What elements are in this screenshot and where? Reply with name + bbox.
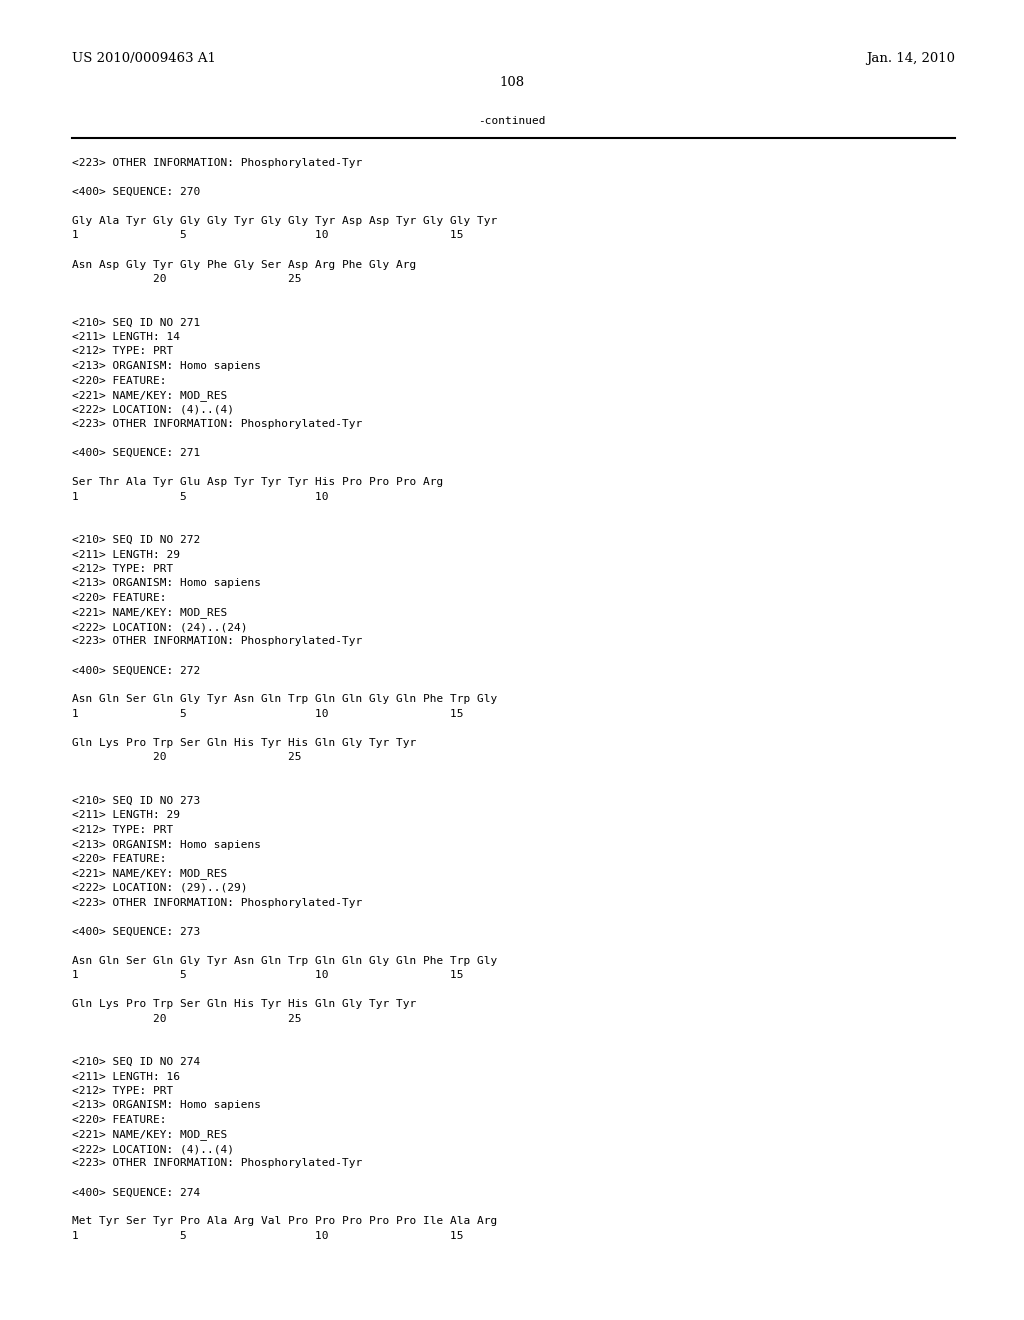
Text: <221> NAME/KEY: MOD_RES: <221> NAME/KEY: MOD_RES <box>72 607 227 618</box>
Text: -continued: -continued <box>478 116 546 125</box>
Text: 108: 108 <box>500 77 524 88</box>
Text: <222> LOCATION: (29)..(29): <222> LOCATION: (29)..(29) <box>72 883 248 894</box>
Text: <220> FEATURE:: <220> FEATURE: <box>72 375 167 385</box>
Text: <222> LOCATION: (4)..(4): <222> LOCATION: (4)..(4) <box>72 404 234 414</box>
Text: <210> SEQ ID NO 271: <210> SEQ ID NO 271 <box>72 318 201 327</box>
Text: <223> OTHER INFORMATION: Phosphorylated-Tyr: <223> OTHER INFORMATION: Phosphorylated-… <box>72 158 362 168</box>
Text: 1               5                   10                  15: 1 5 10 15 <box>72 1232 464 1241</box>
Text: <400> SEQUENCE: 271: <400> SEQUENCE: 271 <box>72 447 201 458</box>
Text: <221> NAME/KEY: MOD_RES: <221> NAME/KEY: MOD_RES <box>72 389 227 401</box>
Text: <400> SEQUENCE: 274: <400> SEQUENCE: 274 <box>72 1188 201 1197</box>
Text: Met Tyr Ser Tyr Pro Ala Arg Val Pro Pro Pro Pro Pro Ile Ala Arg: Met Tyr Ser Tyr Pro Ala Arg Val Pro Pro … <box>72 1217 498 1226</box>
Text: 1               5                   10                  15: 1 5 10 15 <box>72 709 464 719</box>
Text: <211> LENGTH: 29: <211> LENGTH: 29 <box>72 810 180 821</box>
Text: <212> TYPE: PRT: <212> TYPE: PRT <box>72 564 173 574</box>
Text: <223> OTHER INFORMATION: Phosphorylated-Tyr: <223> OTHER INFORMATION: Phosphorylated-… <box>72 636 362 647</box>
Text: <222> LOCATION: (4)..(4): <222> LOCATION: (4)..(4) <box>72 1144 234 1154</box>
Text: <213> ORGANISM: Homo sapiens: <213> ORGANISM: Homo sapiens <box>72 578 261 589</box>
Text: 20                  25: 20 25 <box>72 1014 301 1023</box>
Text: <211> LENGTH: 16: <211> LENGTH: 16 <box>72 1072 180 1081</box>
Text: <400> SEQUENCE: 273: <400> SEQUENCE: 273 <box>72 927 201 936</box>
Text: Gln Lys Pro Trp Ser Gln His Tyr His Gln Gly Tyr Tyr: Gln Lys Pro Trp Ser Gln His Tyr His Gln … <box>72 738 416 748</box>
Text: Asn Asp Gly Tyr Gly Phe Gly Ser Asp Arg Phe Gly Arg: Asn Asp Gly Tyr Gly Phe Gly Ser Asp Arg … <box>72 260 416 269</box>
Text: 20                  25: 20 25 <box>72 752 301 763</box>
Text: Ser Thr Ala Tyr Glu Asp Tyr Tyr Tyr His Pro Pro Pro Arg: Ser Thr Ala Tyr Glu Asp Tyr Tyr Tyr His … <box>72 477 443 487</box>
Text: <213> ORGANISM: Homo sapiens: <213> ORGANISM: Homo sapiens <box>72 1101 261 1110</box>
Text: <210> SEQ ID NO 274: <210> SEQ ID NO 274 <box>72 1057 201 1067</box>
Text: <221> NAME/KEY: MOD_RES: <221> NAME/KEY: MOD_RES <box>72 1130 227 1140</box>
Text: 1               5                   10                  15: 1 5 10 15 <box>72 231 464 240</box>
Text: Gln Lys Pro Trp Ser Gln His Tyr His Gln Gly Tyr Tyr: Gln Lys Pro Trp Ser Gln His Tyr His Gln … <box>72 999 416 1008</box>
Text: Jan. 14, 2010: Jan. 14, 2010 <box>866 51 955 65</box>
Text: 1               5                   10: 1 5 10 <box>72 491 329 502</box>
Text: 20                  25: 20 25 <box>72 275 301 284</box>
Text: Gly Ala Tyr Gly Gly Gly Tyr Gly Gly Tyr Asp Asp Tyr Gly Gly Tyr: Gly Ala Tyr Gly Gly Gly Tyr Gly Gly Tyr … <box>72 216 498 226</box>
Text: <220> FEATURE:: <220> FEATURE: <box>72 1115 167 1125</box>
Text: Asn Gln Ser Gln Gly Tyr Asn Gln Trp Gln Gln Gly Gln Phe Trp Gly: Asn Gln Ser Gln Gly Tyr Asn Gln Trp Gln … <box>72 694 498 705</box>
Text: <223> OTHER INFORMATION: Phosphorylated-Tyr: <223> OTHER INFORMATION: Phosphorylated-… <box>72 418 362 429</box>
Text: <220> FEATURE:: <220> FEATURE: <box>72 593 167 603</box>
Text: Asn Gln Ser Gln Gly Tyr Asn Gln Trp Gln Gln Gly Gln Phe Trp Gly: Asn Gln Ser Gln Gly Tyr Asn Gln Trp Gln … <box>72 956 498 965</box>
Text: <221> NAME/KEY: MOD_RES: <221> NAME/KEY: MOD_RES <box>72 869 227 879</box>
Text: <210> SEQ ID NO 272: <210> SEQ ID NO 272 <box>72 535 201 545</box>
Text: <400> SEQUENCE: 270: <400> SEQUENCE: 270 <box>72 187 201 197</box>
Text: <212> TYPE: PRT: <212> TYPE: PRT <box>72 825 173 836</box>
Text: <212> TYPE: PRT: <212> TYPE: PRT <box>72 346 173 356</box>
Text: <220> FEATURE:: <220> FEATURE: <box>72 854 167 865</box>
Text: <222> LOCATION: (24)..(24): <222> LOCATION: (24)..(24) <box>72 622 248 632</box>
Text: <223> OTHER INFORMATION: Phosphorylated-Tyr: <223> OTHER INFORMATION: Phosphorylated-… <box>72 898 362 908</box>
Text: <400> SEQUENCE: 272: <400> SEQUENCE: 272 <box>72 665 201 676</box>
Text: <223> OTHER INFORMATION: Phosphorylated-Tyr: <223> OTHER INFORMATION: Phosphorylated-… <box>72 1159 362 1168</box>
Text: <211> LENGTH: 14: <211> LENGTH: 14 <box>72 333 180 342</box>
Text: <212> TYPE: PRT: <212> TYPE: PRT <box>72 1086 173 1096</box>
Text: <211> LENGTH: 29: <211> LENGTH: 29 <box>72 549 180 560</box>
Text: <210> SEQ ID NO 273: <210> SEQ ID NO 273 <box>72 796 201 807</box>
Text: 1               5                   10                  15: 1 5 10 15 <box>72 970 464 979</box>
Text: <213> ORGANISM: Homo sapiens: <213> ORGANISM: Homo sapiens <box>72 360 261 371</box>
Text: US 2010/0009463 A1: US 2010/0009463 A1 <box>72 51 216 65</box>
Text: <213> ORGANISM: Homo sapiens: <213> ORGANISM: Homo sapiens <box>72 840 261 850</box>
